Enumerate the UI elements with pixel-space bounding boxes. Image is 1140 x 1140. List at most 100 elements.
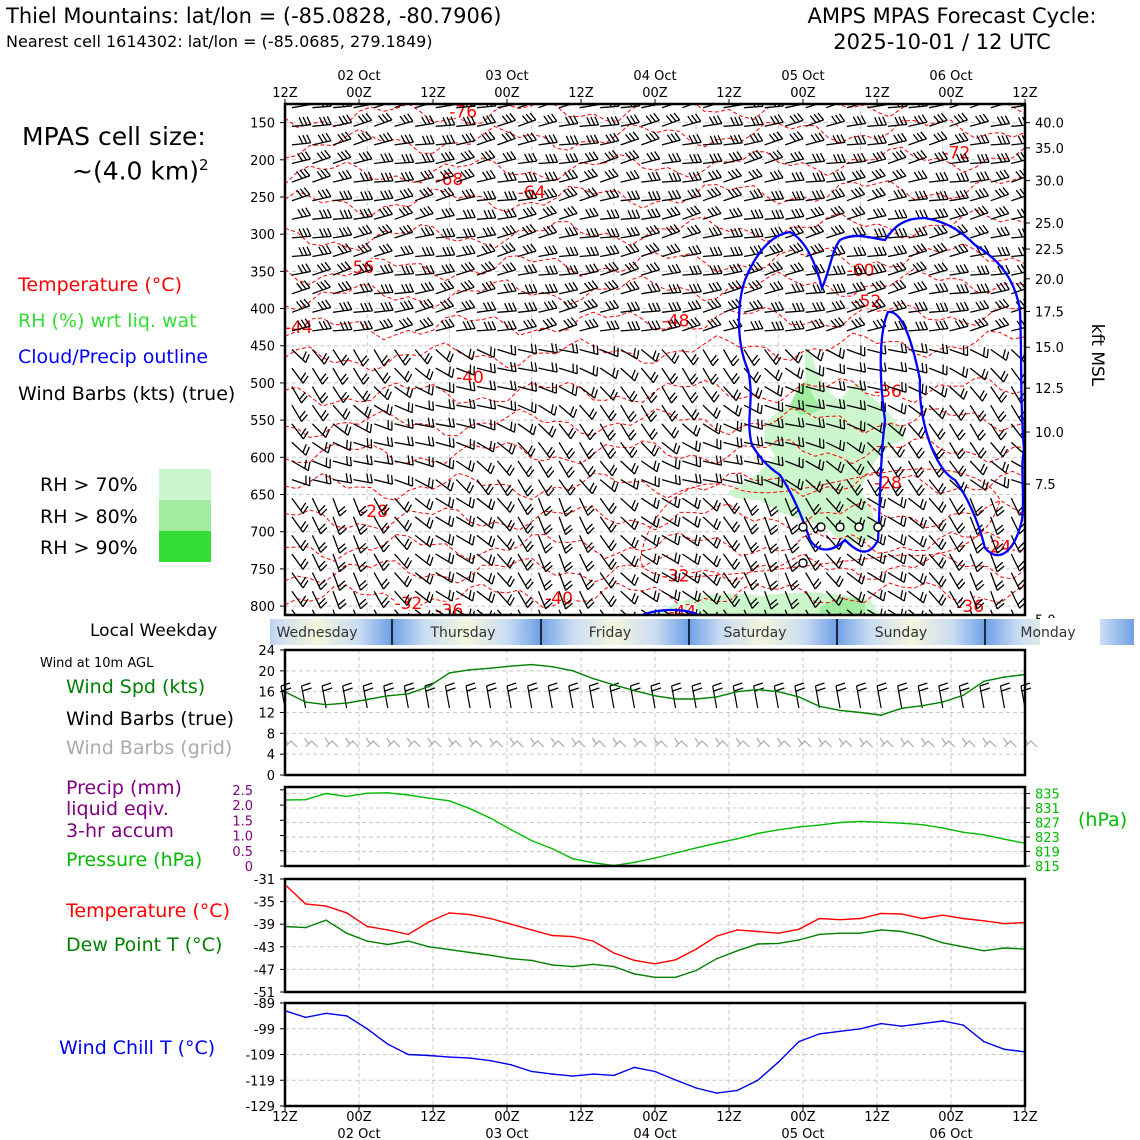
wind-barb-690 — [415, 456, 434, 468]
wind-barb-301 — [559, 246, 579, 258]
wind10m-grid-barb-4 — [365, 737, 380, 748]
wind-barb-241 — [805, 206, 825, 220]
top-time-tick-label-7: 00Z — [790, 86, 816, 101]
bottom-time-tick-label-2: 12Z — [420, 1110, 446, 1125]
wind-barb-376 — [620, 280, 640, 295]
wind-barb-218 — [332, 209, 353, 220]
wind-barb-772 — [620, 497, 639, 512]
wind-barb-280 — [867, 227, 887, 239]
weekday-band-4 — [837, 619, 986, 645]
wind-barb-481 — [558, 343, 579, 354]
wind-barb-393 — [970, 283, 990, 295]
wind-barb-718 — [990, 460, 1010, 474]
wind-barb-420 — [785, 302, 805, 313]
bottom-date-label-0: 02 Oct — [337, 1127, 380, 1140]
wind-barb-232 — [620, 209, 641, 220]
windchill-series-point-23 — [756, 1079, 759, 1082]
wind-barb-776 — [702, 497, 721, 512]
wind-barb-339 — [600, 261, 619, 276]
pressure-series-point-27 — [839, 821, 841, 824]
wind-ytick-label-4: 16 — [258, 686, 275, 701]
wind-barb-961 — [805, 590, 822, 609]
wind-10m-title: Wind at 10m AGL — [40, 656, 154, 671]
wind-barb-293 — [394, 245, 414, 258]
temp-frame — [283, 877, 1027, 994]
windchill-series-point-34 — [983, 1040, 985, 1043]
temperature-series-point-12 — [530, 929, 533, 931]
wind-barb-925 — [805, 572, 822, 590]
wind-barb-122 — [579, 151, 599, 165]
wind-barb-573 — [969, 386, 988, 402]
wind-barb-689 — [394, 455, 414, 466]
pressure-series-point-29 — [880, 821, 882, 823]
wind-barb-56 — [702, 115, 723, 127]
wind-barb-889 — [805, 553, 822, 571]
wind-barb-728 — [455, 479, 475, 494]
wind-barb-724 — [373, 474, 394, 485]
wind-speed-series-point-13 — [551, 665, 554, 668]
precip-label-2: liquid eqiv. — [66, 798, 169, 820]
wind-barb-543 — [352, 386, 371, 402]
wind-barb-57 — [723, 116, 744, 127]
wind-barb-746 — [825, 479, 844, 495]
wind10m-grid-barb-10 — [489, 737, 503, 748]
wind-barb-930 — [908, 572, 927, 585]
wind10m-true-barb-9 — [465, 682, 477, 709]
wind-barb-296 — [456, 244, 476, 258]
wind-barb-997 — [805, 609, 810, 615]
wind-barb-987 — [599, 609, 615, 615]
wind-barb-723 — [353, 473, 373, 484]
wind-speed-series-point-32 — [941, 701, 944, 703]
wind-barb-471 — [352, 349, 370, 367]
temperature-contour-label-8: -44 — [285, 318, 313, 338]
wind-barb-590 — [579, 404, 598, 421]
wind-barb-919 — [682, 571, 701, 584]
wind-barb-943 — [435, 589, 455, 602]
wind-barb-9 — [476, 104, 497, 109]
wind-barb-106 — [990, 135, 1011, 146]
wind-barb-273 — [723, 227, 743, 239]
wind-barb-729 — [476, 479, 494, 496]
windchill-series-point-20 — [695, 1087, 697, 1089]
wind-barb-304 — [620, 243, 640, 258]
pressure-series-point-17 — [633, 861, 636, 864]
wind-barb-458 — [826, 317, 845, 332]
wind-barb-476 — [455, 348, 475, 361]
wind-barb-69 — [970, 113, 990, 127]
wind-barb-613 — [311, 423, 331, 438]
wind-barb-490 — [743, 349, 761, 367]
wind-barb-985 — [558, 609, 562, 615]
chill-ytick-label-4: -129 — [245, 1100, 275, 1115]
wind-barb-12 — [538, 104, 551, 109]
dewpoint-series-point-3 — [345, 932, 348, 935]
wind-barb-135 — [846, 152, 867, 165]
rh-legend-70: RH > 70% — [40, 474, 138, 496]
wind-barb-508 — [373, 367, 391, 384]
wind-barb-670 — [743, 436, 764, 447]
top-time-tick-label-10: 12Z — [1012, 86, 1038, 101]
top-time-tick-label-6: 12Z — [716, 86, 742, 101]
wind-barb-678 — [907, 442, 925, 459]
wind-barb-959 — [763, 590, 779, 610]
wind-barb-163 — [682, 171, 702, 183]
wind-barb-283 — [928, 224, 948, 239]
wind-barb-903 — [352, 572, 368, 591]
wind-barb-452 — [702, 317, 722, 332]
wind-speed-series-point-6 — [407, 692, 410, 695]
weekday-label-2: Friday — [589, 625, 631, 641]
wind-barb-595 — [681, 404, 700, 421]
wind-barb-766 — [496, 497, 515, 513]
weekday-mask-right — [1040, 618, 1100, 646]
wind-barb-823 — [928, 516, 947, 532]
wind-barb-968 — [949, 590, 966, 609]
wind-barb-623 — [517, 423, 537, 436]
wind10m-true-barbs — [280, 682, 1032, 709]
wind-barb-916 — [620, 572, 639, 586]
wind-barb-341 — [641, 262, 661, 276]
windchill-series-point-5 — [386, 1043, 389, 1045]
windchill-series-point-27 — [839, 1030, 841, 1033]
wind-barb-76 — [373, 132, 393, 146]
bottom-time-tick-label-1: 00Z — [346, 1110, 372, 1125]
wind-barb-703 — [682, 456, 702, 468]
